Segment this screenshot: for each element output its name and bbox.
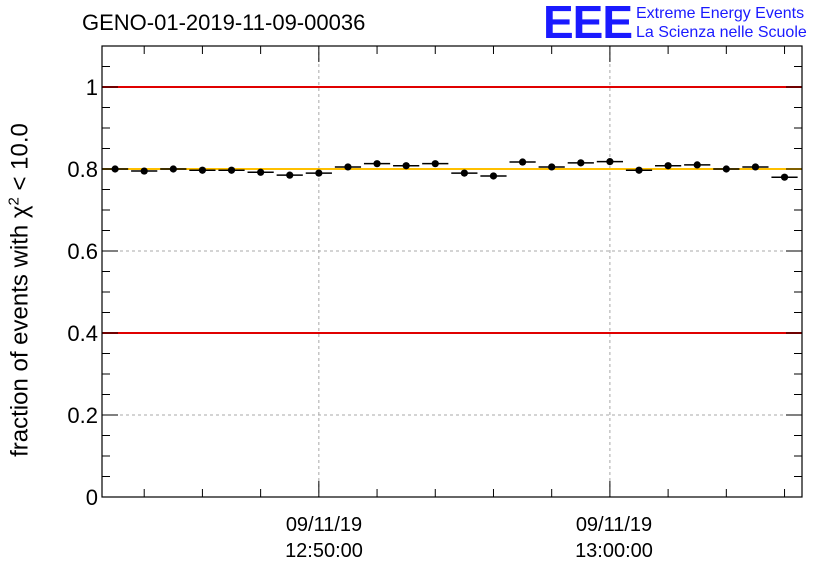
x-tick-label-1: 09/11/19 12:50:00 <box>254 512 394 564</box>
data-point-17 <box>606 158 614 166</box>
eee-logo-mark: EEE <box>543 0 633 48</box>
data-point-8 <box>344 163 352 171</box>
data-point-23 <box>780 173 789 181</box>
data-point-7 <box>315 169 323 177</box>
data-point-4 <box>227 166 236 174</box>
data-point-12 <box>460 169 468 177</box>
x-tick-time-2: 13:00:00 <box>575 540 653 562</box>
data-point-20 <box>693 161 701 169</box>
y-tick-label-2: 0.4 <box>67 321 98 346</box>
data-point-6 <box>286 171 294 179</box>
y-tick-label-4: 0.8 <box>67 157 98 182</box>
data-point-21 <box>722 165 730 173</box>
chart-title: GENO-01-2019-11-09-00036 <box>82 10 366 35</box>
data-point-15 <box>548 163 556 171</box>
data-point-1 <box>140 167 148 175</box>
data-point-5 <box>257 168 265 176</box>
data-point-16 <box>577 159 585 167</box>
x-tick-label-2: 09/11/19 13:00:00 <box>544 512 684 564</box>
data-point-11 <box>431 160 439 168</box>
data-point-9 <box>373 160 381 168</box>
data-point-0 <box>111 165 119 173</box>
data-point-3 <box>198 166 207 174</box>
data-point-14 <box>518 158 527 166</box>
eee-logo: EEE Extreme Energy Events La Scienza nel… <box>543 0 833 48</box>
logo-line-1: Extreme Energy Events <box>636 5 805 22</box>
y-tick-label-0: 0 <box>86 485 98 510</box>
data-point-13 <box>489 172 498 180</box>
x-tick-date-2: 09/11/19 <box>575 514 653 536</box>
logo-line-2: La Scienza nelle Scuole <box>636 24 807 41</box>
data-point-18 <box>635 166 643 174</box>
data-point-2 <box>169 165 177 173</box>
y-tick-label-5: 1 <box>86 75 98 100</box>
x-tick-date-1: 09/11/19 <box>285 514 363 536</box>
y-tick-label-3: 0.6 <box>67 239 98 264</box>
y-tick-label-1: 0.2 <box>67 403 98 428</box>
plot-frame <box>101 45 803 498</box>
data-point-10 <box>402 162 410 170</box>
x-tick-time-1: 12:50:00 <box>285 540 363 562</box>
data-point-19 <box>664 162 672 170</box>
eee-logo-text: Extreme Energy Events La Scienza nelle S… <box>636 4 807 42</box>
data-point-22 <box>751 163 760 171</box>
